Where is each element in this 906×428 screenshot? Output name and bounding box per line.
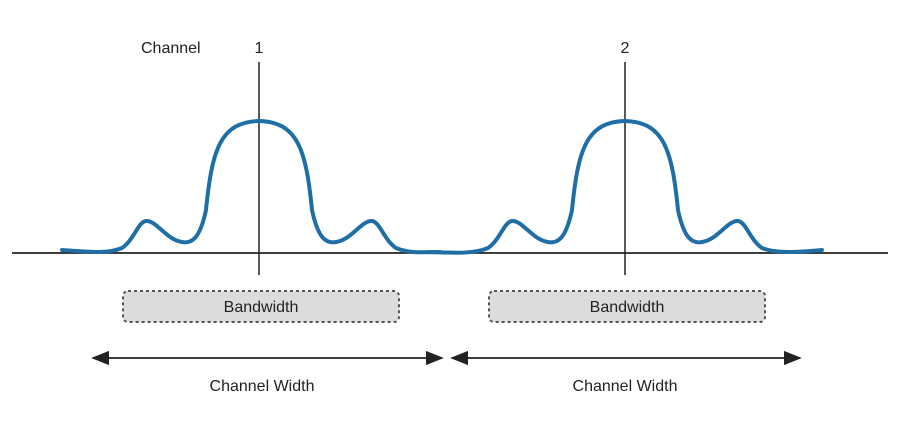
- channel-caption: Channel: [141, 40, 201, 57]
- channel-1-signal-curve: [60, 118, 442, 255]
- channel-1-bandwidth-box: Bandwidth: [122, 290, 400, 323]
- channel-2-number: 2: [621, 40, 630, 57]
- channel-1-number: 1: [255, 40, 264, 57]
- channel-2-signal-curve: [426, 118, 824, 255]
- channel-1-width-label: Channel Width: [210, 378, 315, 395]
- channel-2-bandwidth-label: Bandwidth: [590, 299, 665, 316]
- channel-2-width-label: Channel Width: [573, 378, 678, 395]
- channel-2-bandwidth-box: Bandwidth: [488, 290, 766, 323]
- channel-1-bandwidth-label: Bandwidth: [224, 299, 299, 316]
